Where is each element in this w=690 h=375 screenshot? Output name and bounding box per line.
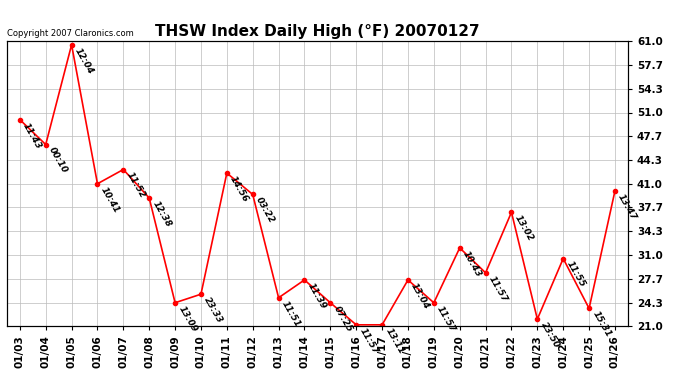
- Title: THSW Index Daily High (°F) 20070127: THSW Index Daily High (°F) 20070127: [155, 24, 480, 39]
- Text: 11:52: 11:52: [125, 171, 147, 200]
- Text: 23:50: 23:50: [539, 321, 561, 350]
- Text: 11:57: 11:57: [357, 326, 380, 356]
- Text: 11:55: 11:55: [564, 260, 586, 289]
- Text: 10:43: 10:43: [461, 249, 483, 279]
- Text: 00:10: 00:10: [47, 146, 69, 175]
- Text: 13:09: 13:09: [177, 304, 199, 333]
- Text: 12:04: 12:04: [73, 46, 95, 75]
- Text: 12:38: 12:38: [150, 200, 172, 229]
- Text: 13:11: 13:11: [384, 326, 406, 356]
- Text: 07:25: 07:25: [332, 304, 354, 333]
- Text: 11:57: 11:57: [487, 274, 509, 303]
- Text: 13:47: 13:47: [616, 192, 638, 222]
- Text: 03:22: 03:22: [254, 196, 276, 225]
- Text: 10:41: 10:41: [99, 185, 121, 214]
- Text: 15:31: 15:31: [591, 310, 613, 339]
- Text: 11:43: 11:43: [21, 121, 43, 150]
- Text: 14:56: 14:56: [228, 174, 250, 204]
- Text: 13:02: 13:02: [513, 214, 535, 243]
- Text: 11:39: 11:39: [306, 281, 328, 310]
- Text: 23:33: 23:33: [202, 296, 224, 325]
- Text: 13:04: 13:04: [409, 281, 431, 310]
- Text: 11:57: 11:57: [435, 304, 457, 333]
- Text: 11:51: 11:51: [280, 299, 302, 328]
- Text: Copyright 2007 Claronics.com: Copyright 2007 Claronics.com: [7, 29, 134, 38]
